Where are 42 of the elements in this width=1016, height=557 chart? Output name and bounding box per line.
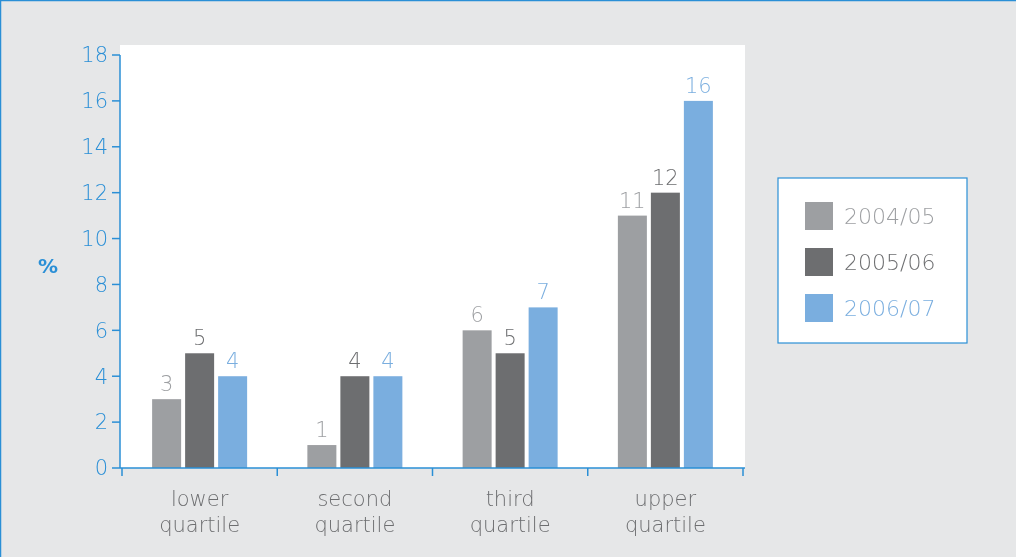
y-axis-title: %: [37, 254, 59, 278]
x-tick-label: lower quartile: [159, 487, 241, 537]
y-tick-label: 16: [81, 89, 108, 114]
x-tick-label: third quartile: [469, 487, 551, 537]
y-tick-label: 8: [94, 272, 108, 297]
data-label: 12: [652, 165, 679, 190]
bar: [683, 100, 713, 468]
y-tick-label: 10: [81, 226, 108, 251]
bar: [185, 353, 215, 468]
y-tick-label: 18: [81, 43, 108, 68]
bar: [462, 330, 492, 468]
data-label: 3: [159, 372, 174, 397]
bar: [617, 215, 647, 468]
y-tick-label: 4: [94, 364, 108, 389]
legend-label: 2005/06: [844, 249, 936, 275]
bar: [307, 445, 337, 468]
bar: [152, 399, 182, 468]
data-label: 5: [503, 326, 517, 351]
y-tick-label: 6: [94, 318, 108, 343]
x-tick-label: upper quartile: [624, 487, 706, 537]
legend-label: 2006/07: [844, 295, 936, 321]
bar: [495, 353, 525, 468]
bar: [650, 192, 680, 468]
data-label: 16: [685, 73, 712, 98]
y-tick-label: 0: [94, 456, 108, 481]
bar: [373, 376, 403, 468]
y-tick-label: 14: [81, 135, 108, 160]
legend-label: 2004/05: [844, 203, 936, 229]
data-label: 4: [348, 349, 362, 374]
data-label: 6: [470, 303, 484, 328]
data-label: 4: [225, 349, 240, 374]
y-tick-label: 2: [94, 410, 108, 435]
bar: [218, 376, 248, 468]
data-label: 1: [315, 418, 329, 443]
data-label: 7: [536, 280, 550, 305]
bar: [528, 307, 558, 468]
data-label: 5: [192, 326, 207, 351]
data-label: 11: [619, 188, 646, 213]
bar: [340, 376, 370, 468]
y-tick-label: 12: [81, 181, 108, 206]
data-label: 4: [381, 349, 395, 374]
x-tick-label: second quartile: [314, 487, 396, 537]
